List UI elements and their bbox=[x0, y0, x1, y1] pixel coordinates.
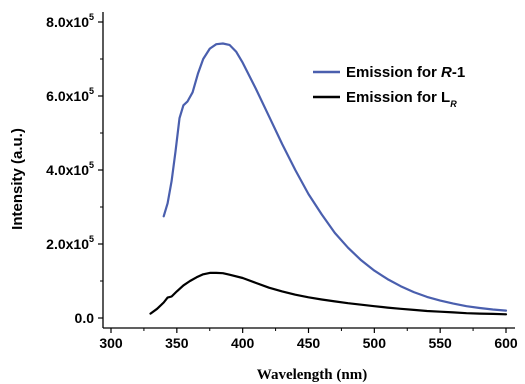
x-tick-label: 550 bbox=[428, 335, 452, 351]
y-tick-label: 4.0x105 bbox=[46, 160, 94, 178]
x-axis-title: Wavelength (nm) bbox=[257, 367, 367, 383]
axes: 300 350 400 450 500 550 600 0.0 2.0x105 4.0x105 6.… bbox=[46, 12, 518, 351]
legend: Emission for R-1 Emission for LR bbox=[313, 64, 465, 109]
series-line-r1 bbox=[162, 42, 508, 312]
series-layer bbox=[149, 42, 508, 316]
series-line-lr bbox=[149, 271, 508, 316]
y-tick-label: 2.0x105 bbox=[46, 234, 94, 252]
y-tick-label: 0.0 bbox=[75, 310, 95, 326]
x-tick-label: 600 bbox=[494, 335, 518, 351]
legend-label: Emission for LR bbox=[346, 89, 457, 109]
legend-label: Emission for R-1 bbox=[346, 64, 465, 81]
x-tick-label: 450 bbox=[297, 335, 321, 351]
y-tick-label: 8.0x105 bbox=[46, 12, 94, 30]
x-tick-label: 500 bbox=[363, 335, 387, 351]
x-tick-label: 400 bbox=[231, 335, 255, 351]
x-tick-label: 300 bbox=[99, 335, 123, 351]
y-tick-label: 6.0x105 bbox=[46, 86, 94, 104]
y-axis-title: Intensity (a.u.) bbox=[9, 128, 26, 230]
x-tick-label: 350 bbox=[165, 335, 189, 351]
